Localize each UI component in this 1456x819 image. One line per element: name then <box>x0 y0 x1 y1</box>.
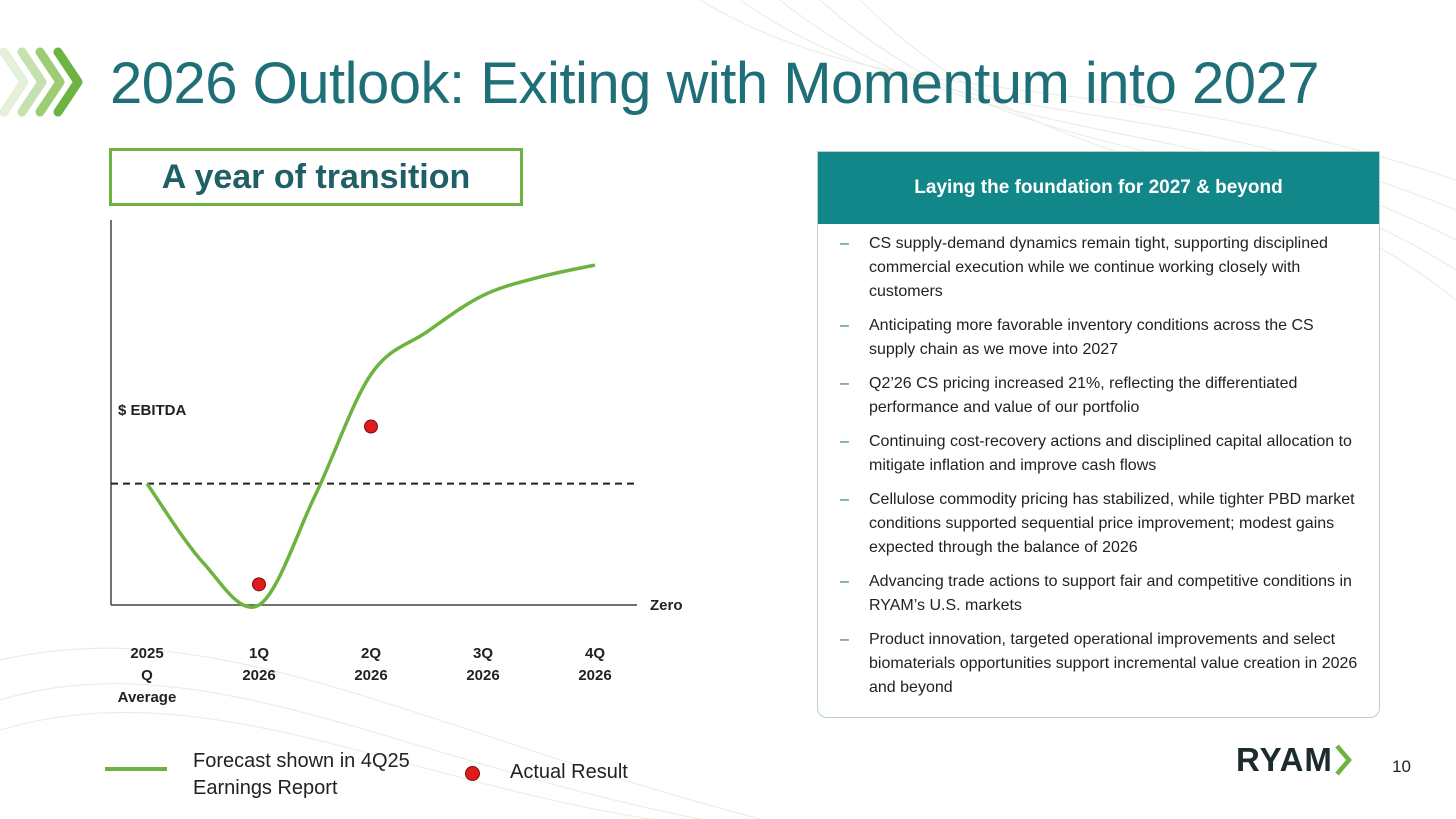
page-number: 10 <box>1392 757 1411 776</box>
bullet-text: Q2’26 CS pricing increased 21%, reflecti… <box>869 375 1298 416</box>
bullet-item: – Anticipating more favorable inventory c… <box>840 314 1361 362</box>
bullet-item: – CS supply-demand dynamics remain tight,… <box>840 232 1361 304</box>
subtitle-text: A year of transition <box>161 157 471 196</box>
ryam-chevron-icon <box>1335 744 1352 776</box>
chevron-arrows-icon <box>0 47 83 117</box>
bullet-text: Product innovation, targeted operational… <box>869 631 1358 696</box>
bullet-item: – Cellulose commodity pricing has stabili… <box>840 488 1361 560</box>
bullet-marker: – <box>840 375 849 392</box>
legend-actual-swatch <box>465 766 480 781</box>
x-tick-3q-2026: 3Q 2026 <box>466 645 500 684</box>
y-axis-label: $ EBITDA <box>118 402 187 419</box>
bullet-marker: – <box>840 491 849 508</box>
bullet-marker: – <box>840 235 849 252</box>
bullet-text: Cellulose commodity pricing has stabiliz… <box>869 491 1355 556</box>
bullet-marker: – <box>840 631 849 648</box>
legend-forecast-label: Forecast shown in 4Q25 Earnings Report <box>193 750 410 799</box>
legend-actual-label: Actual Result <box>510 761 628 783</box>
bullet-marker: – <box>840 573 849 590</box>
bullet-item: – Product innovation, targeted operationa… <box>840 628 1361 700</box>
x-tick-4q-2026: 4Q 2026 <box>578 645 612 684</box>
ebitda-chart <box>110 220 637 609</box>
bullet-text: Continuing cost-recovery actions and dis… <box>869 433 1352 474</box>
slide-title: 2026 Outlook: Exiting with Momentum into… <box>110 51 1320 116</box>
subtitle-box: A year of transition <box>109 148 523 206</box>
bullet-item: – Q2’26 CS pricing increased 21%, reflect… <box>840 372 1361 420</box>
bullet-list: – CS supply-demand dynamics remain tight,… <box>818 224 1379 700</box>
foundation-panel: Laying the foundation for 2027 & beyond … <box>817 151 1380 718</box>
forecast-series-line <box>145 263 596 609</box>
x-tick-2q-2026: 2Q 2026 <box>354 645 388 684</box>
actual-result-point-2 <box>364 419 378 434</box>
bullet-item: – Advancing trade actions to support fair… <box>840 570 1361 618</box>
x-tick-2025-avg: 2025 Q Average <box>117 645 177 706</box>
bullet-marker: – <box>840 433 849 450</box>
logo-text: RYAM <box>1236 741 1333 778</box>
bullet-text: Anticipating more favorable inventory co… <box>869 317 1314 358</box>
bullet-item: – Continuing cost-recovery actions and di… <box>840 430 1361 478</box>
legend-forecast-swatch <box>105 767 167 771</box>
bullet-text: CS supply-demand dynamics remain tight, … <box>869 235 1328 300</box>
panel-header: Laying the foundation for 2027 & beyond <box>818 152 1379 224</box>
ryam-logo: RYAM <box>1236 741 1354 779</box>
actual-result-point-1 <box>252 577 266 592</box>
zero-label: Zero <box>650 597 683 614</box>
bullet-marker: – <box>840 317 849 334</box>
x-tick-1q-2026: 1Q 2026 <box>242 645 276 684</box>
bullet-text: Advancing trade actions to support fair … <box>869 573 1352 614</box>
